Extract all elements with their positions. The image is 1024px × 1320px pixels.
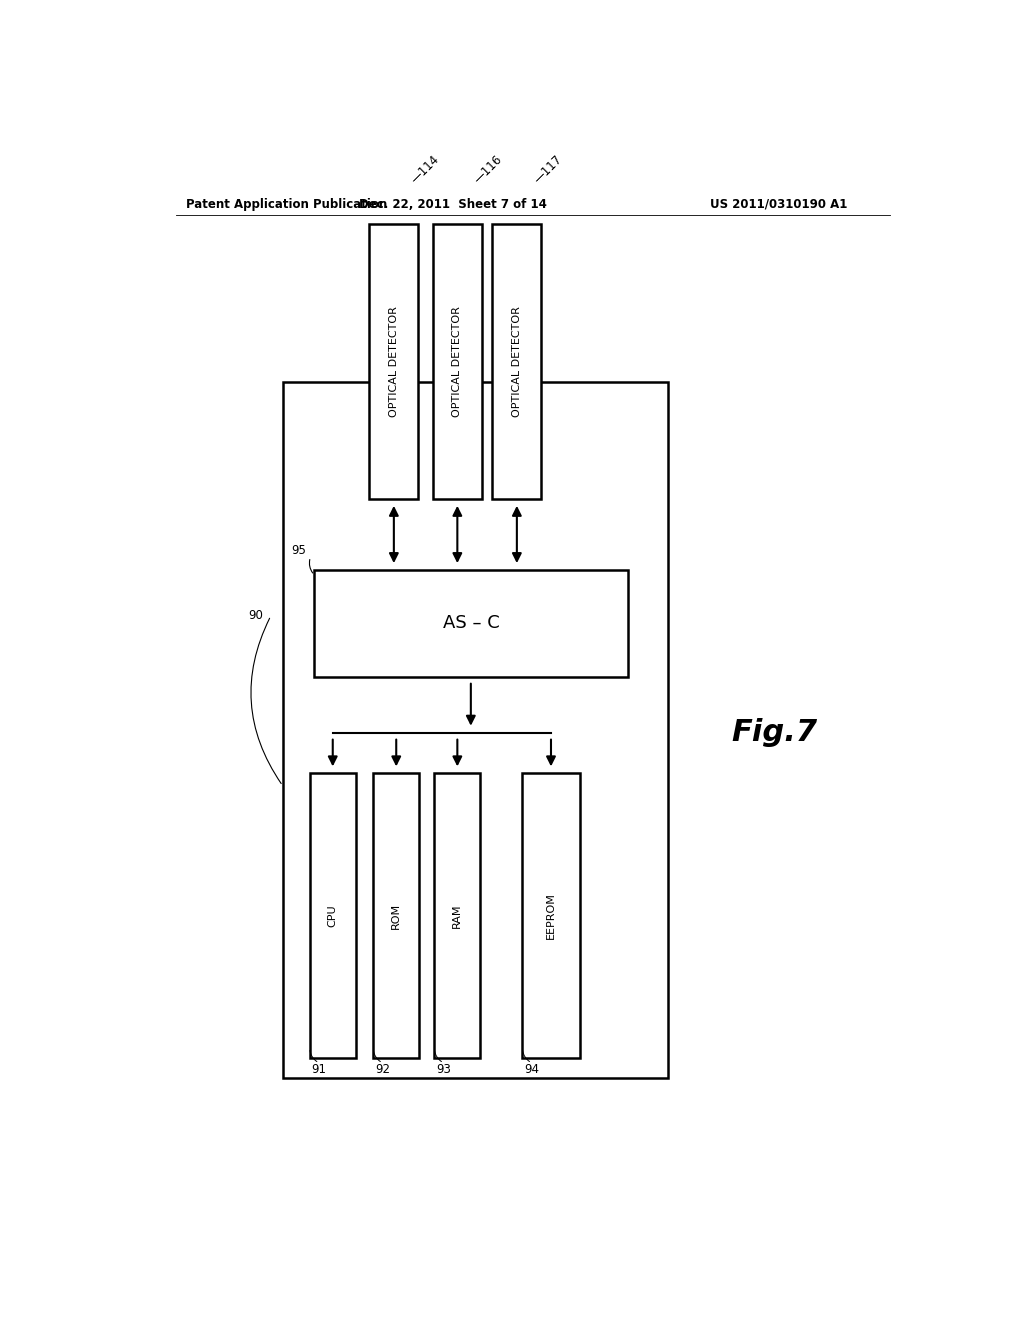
Text: CPU: CPU xyxy=(328,904,338,927)
Text: OPTICAL DETECTOR: OPTICAL DETECTOR xyxy=(389,306,399,417)
Text: RAM: RAM xyxy=(453,903,463,928)
Bar xyxy=(309,774,355,1057)
Text: —116: —116 xyxy=(472,152,505,186)
Text: 92: 92 xyxy=(375,1063,390,1076)
Text: EEPROM: EEPROM xyxy=(546,892,556,939)
Text: OPTICAL DETECTOR: OPTICAL DETECTOR xyxy=(453,306,463,417)
Bar xyxy=(434,774,480,1057)
Bar xyxy=(370,224,419,499)
Bar xyxy=(433,224,482,499)
Text: Fig.7: Fig.7 xyxy=(731,718,817,747)
Bar xyxy=(493,224,542,499)
Bar xyxy=(314,570,628,677)
Text: —114: —114 xyxy=(409,152,441,186)
Bar xyxy=(283,381,668,1078)
Text: Patent Application Publication: Patent Application Publication xyxy=(186,198,387,211)
Text: US 2011/0310190 A1: US 2011/0310190 A1 xyxy=(710,198,848,211)
Text: 93: 93 xyxy=(436,1063,451,1076)
Text: AS – C: AS – C xyxy=(442,614,500,632)
Text: 90: 90 xyxy=(248,610,263,622)
Text: 94: 94 xyxy=(524,1063,539,1076)
Text: Dec. 22, 2011  Sheet 7 of 14: Dec. 22, 2011 Sheet 7 of 14 xyxy=(359,198,547,211)
Text: 91: 91 xyxy=(311,1063,327,1076)
Bar xyxy=(522,774,580,1057)
Text: —117: —117 xyxy=(531,152,564,186)
Text: ROM: ROM xyxy=(391,903,401,929)
Text: OPTICAL DETECTOR: OPTICAL DETECTOR xyxy=(512,306,522,417)
Text: 95: 95 xyxy=(292,544,306,557)
Bar xyxy=(373,774,419,1057)
